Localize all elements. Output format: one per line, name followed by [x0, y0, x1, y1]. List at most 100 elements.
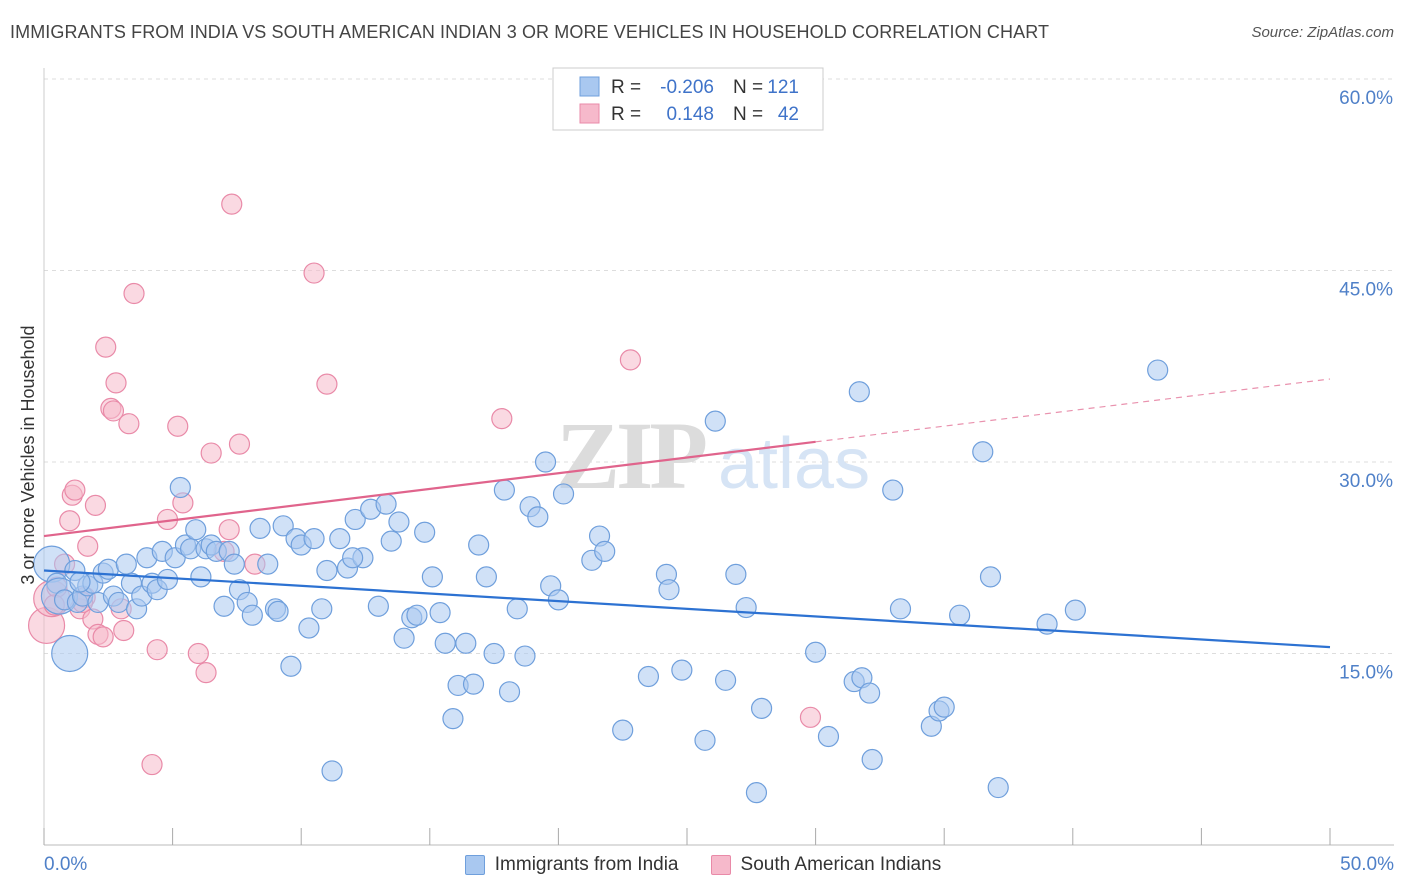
blue-point-71	[468, 534, 490, 556]
blue-point-23	[156, 568, 179, 591]
trend-line-south-american-indians	[43, 440, 816, 538]
blue-point-12	[97, 558, 119, 580]
blue-series-points	[33, 359, 1169, 804]
stats-legend-r-label-pink: R =	[611, 104, 641, 125]
pink-point-35	[303, 262, 325, 284]
blue-point-119	[342, 547, 364, 569]
y-tick-labels: 15.0% 30.0% 45.0% 60.0%	[1339, 88, 1393, 684]
blue-point-48	[311, 598, 333, 620]
chart-title: IMMIGRANTS FROM INDIA VS SOUTH AMERICAN …	[10, 22, 1050, 42]
pink-point-9	[77, 535, 99, 557]
stats-legend-r-value-blue: -0.206	[660, 77, 714, 98]
pink-point-14	[95, 336, 117, 358]
blue-point-4	[51, 634, 89, 673]
blue-point-118	[69, 571, 91, 593]
watermark-zip: ZIP	[556, 402, 705, 509]
pink-point-33	[228, 433, 251, 455]
blue-point-114	[987, 776, 1009, 799]
blue-point-73	[483, 642, 505, 665]
pink-point-36	[316, 373, 338, 395]
blue-point-77	[514, 645, 536, 667]
stats-legend: R = -0.206 N = 121 R = 0.148 N = 42	[552, 67, 824, 131]
blue-point-80	[534, 451, 557, 473]
blue-point-105	[861, 748, 883, 771]
blue-point-51	[329, 527, 351, 550]
pink-point-31	[218, 519, 240, 541]
blue-point-86	[594, 540, 616, 562]
y-tick-label-15: 15.0%	[1339, 663, 1393, 684]
pink-point-28	[195, 662, 217, 684]
stats-legend-r-label-blue: R =	[611, 77, 641, 98]
y-axis-label: 3 or more Vehicles in Household	[18, 325, 38, 584]
blue-point-97	[745, 782, 768, 804]
blue-point-83	[552, 483, 575, 505]
blue-point-67	[442, 708, 464, 730]
blue-point-15	[115, 553, 137, 575]
watermark-atlas: atlas	[718, 424, 870, 504]
blue-point-90	[658, 579, 680, 601]
blue-point-102	[848, 381, 870, 403]
blue-point-111	[949, 604, 971, 626]
pink-point-39	[799, 706, 822, 728]
blue-point-107	[889, 598, 912, 620]
trend-line-south-american-indians-extension	[815, 378, 1331, 443]
blue-point-56	[367, 595, 389, 617]
pink-point-22	[141, 753, 163, 776]
blue-point-49	[316, 559, 338, 582]
stats-legend-n-label-blue: N =	[733, 77, 763, 98]
blue-point-88	[637, 665, 660, 688]
blue-point-33	[213, 595, 235, 617]
stats-legend-pink-swatch	[579, 103, 600, 124]
blue-point-63	[414, 521, 436, 543]
blue-point-106	[882, 479, 904, 501]
pink-point-20	[118, 413, 140, 435]
blue-point-42	[272, 515, 294, 537]
pink-point-27	[187, 642, 209, 665]
blue-point-104	[859, 682, 881, 704]
blue-point-14	[107, 591, 130, 614]
legend-swatch-south-american-indians	[710, 855, 731, 875]
legend-item-south-american-indians: South American Indians	[710, 850, 942, 880]
pink-point-37	[491, 407, 513, 430]
stats-legend-blue-swatch	[579, 76, 600, 97]
blue-point-70	[462, 673, 485, 695]
y-tick-label-45: 45.0%	[1339, 280, 1393, 301]
pink-point-25	[167, 415, 189, 437]
blue-point-69	[455, 632, 477, 654]
blue-point-66	[434, 632, 456, 654]
pink-point-11	[84, 494, 107, 517]
blue-point-110	[933, 696, 955, 718]
blue-point-113	[979, 566, 1002, 588]
source-label: Source: ZipAtlas.com	[1251, 24, 1394, 41]
blue-point-79	[527, 506, 549, 528]
legend-item-india: Immigrants from India	[464, 850, 679, 880]
blue-point-60	[393, 627, 415, 649]
bottom-legend: Immigrants from India South American Ind…	[0, 850, 1406, 880]
blue-point-95	[725, 563, 747, 585]
legend-label-india: Immigrants from India	[494, 854, 679, 875]
blue-point-76	[506, 598, 528, 620]
blue-point-59	[388, 511, 410, 533]
blue-point-46	[298, 617, 320, 639]
pink-point-16	[102, 400, 125, 422]
pink-point-38	[619, 349, 642, 371]
legend-swatch-india	[464, 855, 485, 875]
blue-point-94	[714, 669, 737, 691]
blue-point-117	[1147, 359, 1169, 381]
pink-point-6	[64, 479, 86, 501]
trend-lines	[43, 378, 1331, 649]
pink-point-29	[200, 442, 222, 464]
blue-point-112	[972, 441, 994, 463]
legend-label-south-american-indians: South American Indians	[740, 854, 942, 875]
blue-point-50	[321, 760, 343, 782]
blue-point-47	[303, 527, 325, 550]
blue-point-57	[375, 493, 397, 515]
blue-point-65	[429, 602, 451, 624]
pink-point-17	[105, 372, 127, 394]
blue-point-96	[735, 596, 757, 619]
y-tick-label-30: 30.0%	[1339, 471, 1393, 492]
y-tick-label-60: 60.0%	[1339, 88, 1393, 109]
trend-line-india	[43, 569, 1331, 649]
pink-point-4	[59, 510, 81, 532]
